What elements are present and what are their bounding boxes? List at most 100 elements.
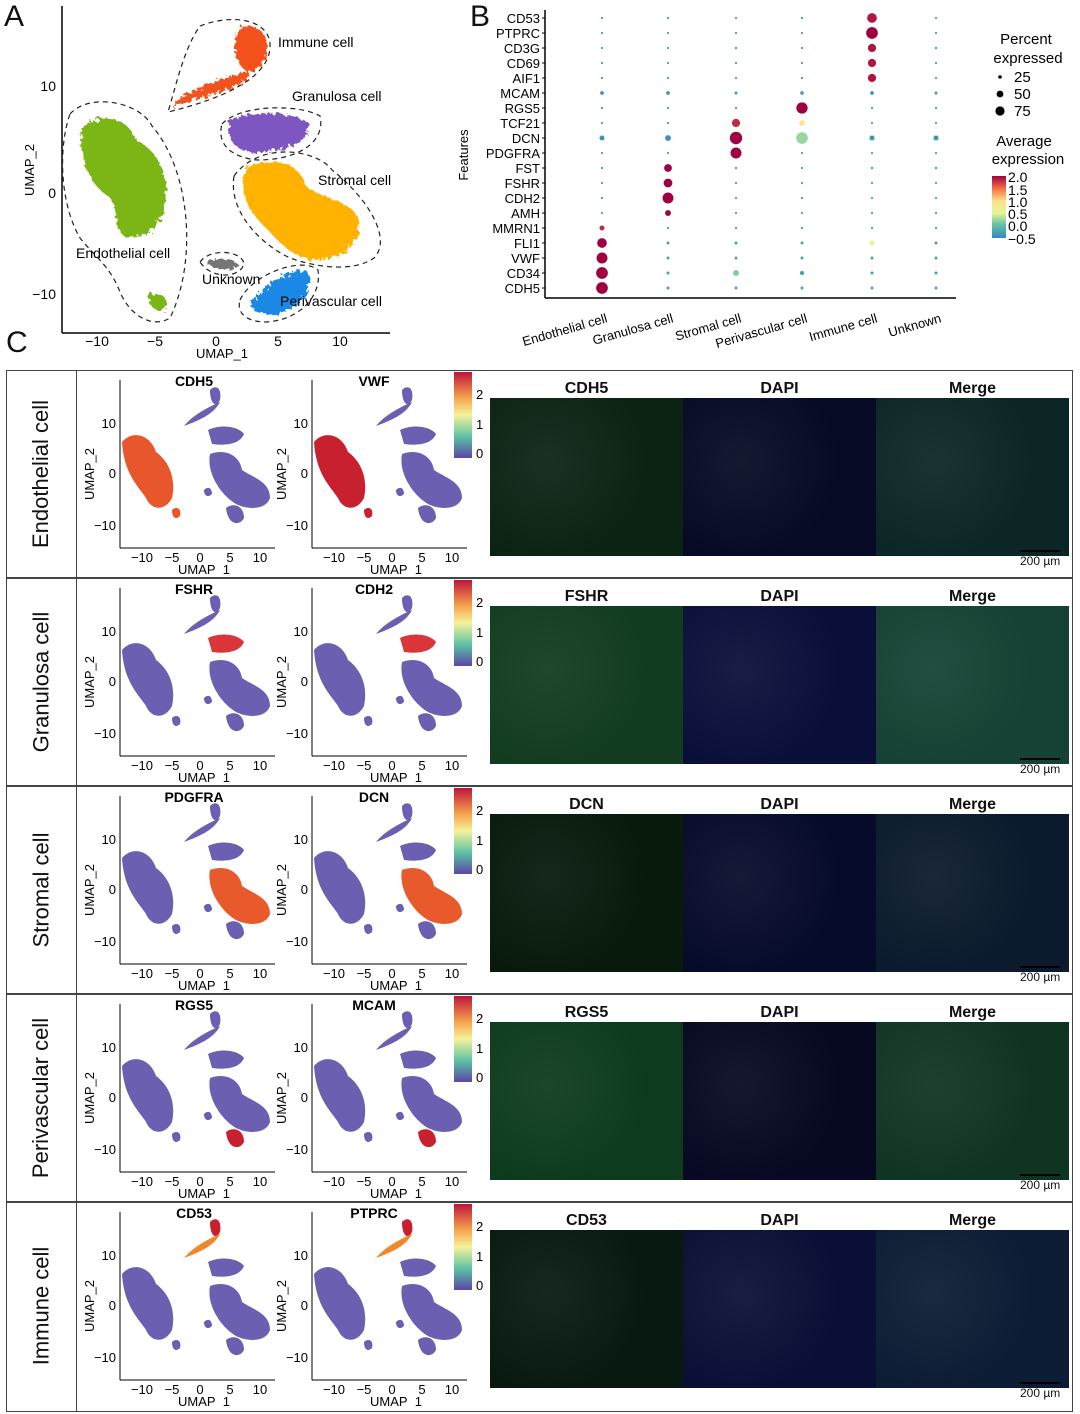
umap-xtick: −5 xyxy=(357,1382,372,1397)
umap-xtick: −5 xyxy=(165,758,180,773)
dot xyxy=(734,256,738,260)
dot xyxy=(799,120,805,126)
colorbar-tick: 1 xyxy=(476,833,483,848)
umap-cluster-shape xyxy=(402,1011,413,1029)
dot xyxy=(600,121,604,125)
umap-xtick: 10 xyxy=(445,1382,459,1397)
dot xyxy=(934,151,938,155)
umap-cluster-shape xyxy=(208,842,244,861)
label-granulosa-cell: Granulosa cell xyxy=(292,88,382,104)
dot xyxy=(933,135,939,141)
umap-ytick: 10 xyxy=(294,624,308,639)
scale-bar-line xyxy=(1020,758,1061,760)
merge-image xyxy=(876,1022,1069,1180)
scale-bar: 200 µm xyxy=(1020,1174,1061,1192)
dot xyxy=(663,178,673,188)
if-gene-label: FSHR xyxy=(564,588,609,605)
feature-label: CDH5 xyxy=(505,281,540,296)
label-perivascular-cell: Perivascular cell xyxy=(280,293,382,309)
umap-ylabel: UMAP_2 xyxy=(82,656,97,708)
scale-bar: 200 µm xyxy=(1020,966,1061,984)
dot xyxy=(600,211,604,215)
dot xyxy=(870,166,874,170)
umap-cluster-shape xyxy=(364,1340,373,1350)
dot xyxy=(800,16,804,20)
row-cell-type-text: Granulosa cell xyxy=(28,611,54,753)
dot xyxy=(870,151,874,155)
row-cell-type-label: Granulosa cell xyxy=(6,578,76,786)
a-xtick: 5 xyxy=(274,333,282,349)
umap-cluster-shape xyxy=(396,487,404,497)
umap-cluster-shape xyxy=(314,1059,366,1132)
dot xyxy=(870,226,874,230)
umap-xtick: 0 xyxy=(388,1174,395,1189)
umap-xtick: −5 xyxy=(357,758,372,773)
dapi-image xyxy=(683,814,876,972)
umap-xtick: 0 xyxy=(196,1382,203,1397)
umap-cluster-shape xyxy=(418,1337,436,1356)
umap-cluster-shape xyxy=(122,1267,174,1340)
umap-cluster-shape xyxy=(209,451,270,508)
a-xtick: −10 xyxy=(85,333,109,349)
umap-cluster-shape xyxy=(209,867,270,924)
umap-ylabel: UMAP_2 xyxy=(82,448,97,500)
endothelial-small-blob xyxy=(148,293,167,311)
dot xyxy=(870,196,874,200)
umap-cluster-shape xyxy=(401,451,462,508)
umap-xtick: −10 xyxy=(323,966,345,981)
feature-umap-2: CDH2 10 0 −10 −10 −5 0 5 10 UMAP_1 UMAP_2 xyxy=(274,581,467,783)
feature-umap-1: CDH5 10 0 −10 −10 −5 0 5 10 UMAP_1 UMAP_2 xyxy=(82,373,275,575)
if-gene-label: CD53 xyxy=(566,1212,607,1229)
granulosa-outline xyxy=(220,107,322,161)
umap-ytick: 0 xyxy=(301,674,308,689)
if-gene-image xyxy=(490,1230,683,1388)
dot xyxy=(666,151,670,155)
umap-xtick: −10 xyxy=(323,1174,345,1189)
umap-ytick: 0 xyxy=(109,882,116,897)
feature-umap-title: FSHR xyxy=(175,581,213,597)
merge-label: Merge xyxy=(948,796,997,813)
umap-cluster-shape xyxy=(418,921,436,940)
umap-cluster-shape xyxy=(401,1283,462,1340)
umap-xtick: 10 xyxy=(445,550,459,565)
dot xyxy=(666,46,670,50)
umap-cluster-shape xyxy=(376,610,412,634)
dot xyxy=(600,151,604,155)
umap-cluster-shape xyxy=(396,1319,404,1329)
umap-xlabel: UMAP_1 xyxy=(370,1186,422,1199)
umap-ytick: 10 xyxy=(102,832,116,847)
umap-cluster-shape xyxy=(364,716,373,726)
panel-label-c: C xyxy=(6,326,28,359)
umap-cluster-shape xyxy=(401,867,462,924)
size-legend-dot xyxy=(998,75,1002,79)
colorbar-tick: 0 xyxy=(476,654,483,669)
dot xyxy=(800,151,804,155)
dot xyxy=(934,46,938,50)
umap-ytick: −10 xyxy=(286,1350,308,1365)
dot xyxy=(870,121,874,125)
umap-ylabel: UMAP_2 xyxy=(82,1280,97,1332)
scale-bar: 200 µm xyxy=(1020,1382,1061,1400)
color-legend-title-2: expression xyxy=(992,151,1065,168)
dot xyxy=(596,282,608,294)
dot xyxy=(870,286,874,290)
panel-c-row-box xyxy=(6,370,1073,578)
color-legend-bar xyxy=(992,176,1006,238)
if-gene-label: DCN xyxy=(569,796,604,813)
panel-c-row-box xyxy=(6,994,1073,1202)
umap-cluster-shape xyxy=(314,435,366,508)
umap-cluster-shape xyxy=(184,818,220,842)
umap-ytick: 0 xyxy=(301,466,308,481)
dot xyxy=(666,241,670,245)
scale-bar-text: 200 µm xyxy=(1020,554,1061,568)
feature-label: CD3G xyxy=(504,41,540,56)
umap-xtick: 10 xyxy=(445,1174,459,1189)
b-ylabel: Features xyxy=(456,129,471,181)
dot xyxy=(665,135,671,141)
umap-cluster-shape xyxy=(184,1234,220,1258)
umap-cluster-shape xyxy=(418,1129,436,1148)
umap-cluster-shape xyxy=(418,505,436,524)
umap-cluster-shape xyxy=(418,713,436,732)
dot xyxy=(800,61,804,65)
colorbar-gradient xyxy=(454,788,472,874)
